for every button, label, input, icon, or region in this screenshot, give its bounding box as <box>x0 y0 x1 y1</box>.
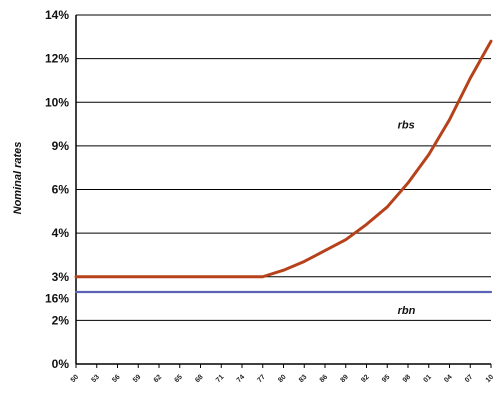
y-tick-label: 9% <box>52 139 70 153</box>
x-tick-label: 50 <box>70 374 81 385</box>
x-tick-label: 95 <box>381 374 392 385</box>
y-tick-label: 16% <box>45 292 69 306</box>
series-label-rbn: rbn <box>398 305 416 317</box>
y-tick-label: 14% <box>45 8 69 22</box>
x-tick-label: 98 <box>402 374 413 385</box>
x-tick-label: 80 <box>277 374 288 385</box>
x-tick-label: 92 <box>360 374 371 385</box>
x-tick-label: 56 <box>111 374 122 385</box>
x-tick-label: 86 <box>319 374 330 385</box>
x-tick-label: 68 <box>194 374 205 385</box>
x-tick-label: 65 <box>173 374 184 385</box>
x-tick-label: 83 <box>298 374 309 385</box>
y-tick-label: 3% <box>52 270 70 284</box>
x-tick-label: 71 <box>215 374 226 385</box>
y-tick-label: 6% <box>52 183 70 197</box>
x-tick-label: 77 <box>256 374 267 385</box>
x-tick-label: 89 <box>339 374 350 385</box>
x-tick-label: 07 <box>464 374 475 385</box>
x-tick-label: 59 <box>132 374 143 385</box>
series-label-rbs: rbs <box>398 119 415 131</box>
x-tick-label: 62 <box>153 374 164 385</box>
y-tick-label: 4% <box>52 226 70 240</box>
y-tick-label: 10% <box>45 95 69 109</box>
x-tick-label: 10 <box>485 374 493 385</box>
y-tick-label: 0% <box>52 357 70 371</box>
x-tick-label: 53 <box>90 374 101 385</box>
x-tick-label: 04 <box>443 374 454 385</box>
x-tick-label: 01 <box>422 374 433 385</box>
series-line-rbs <box>74 39 493 279</box>
y-tick-label: 12% <box>45 52 69 66</box>
x-tick-label: 74 <box>236 374 247 385</box>
y-tick-label: 2% <box>52 313 70 327</box>
y-axis-label: Nominal rates <box>12 141 24 215</box>
